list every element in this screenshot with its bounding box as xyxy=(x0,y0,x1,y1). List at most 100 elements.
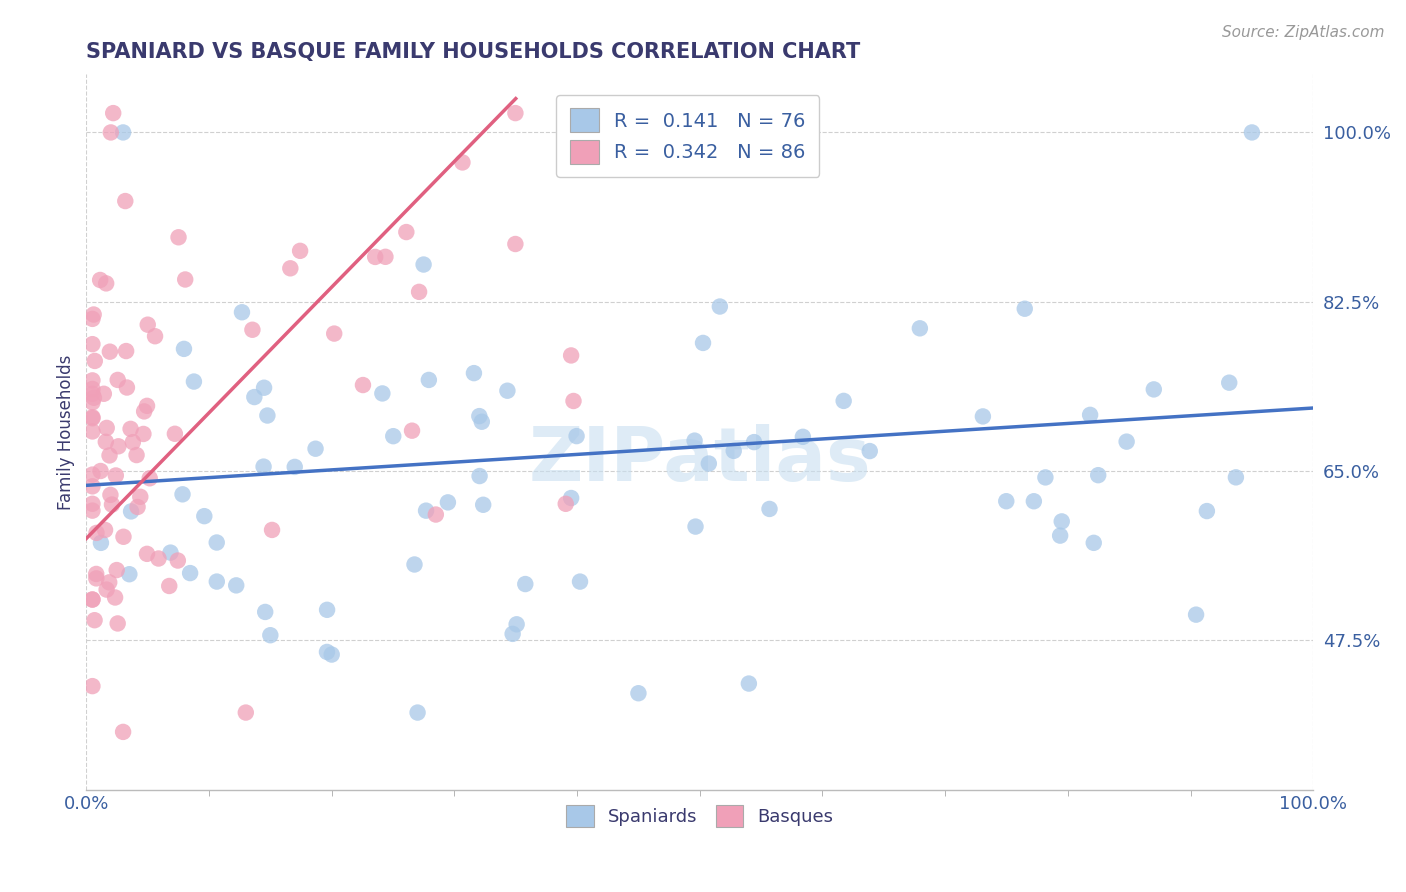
Point xyxy=(1049,528,1071,542)
Point xyxy=(138,471,160,485)
Point xyxy=(560,348,582,362)
Point xyxy=(82,386,104,401)
Point xyxy=(86,525,108,540)
Point xyxy=(134,404,156,418)
Point xyxy=(472,498,495,512)
Point xyxy=(683,434,706,448)
Point xyxy=(471,415,494,429)
Point xyxy=(159,546,181,560)
Point xyxy=(82,373,104,387)
Point xyxy=(148,551,170,566)
Point xyxy=(259,628,281,642)
Point xyxy=(167,230,190,244)
Point xyxy=(83,354,105,368)
Point xyxy=(316,645,339,659)
Point xyxy=(166,553,188,567)
Point xyxy=(1143,383,1166,397)
Point xyxy=(93,386,115,401)
Point xyxy=(89,273,111,287)
Point xyxy=(83,391,105,405)
Point xyxy=(82,479,104,493)
Point xyxy=(723,443,745,458)
Point xyxy=(115,344,138,359)
Point xyxy=(136,399,159,413)
Text: Source: ZipAtlas.com: Source: ZipAtlas.com xyxy=(1222,25,1385,40)
Point xyxy=(157,579,180,593)
Point xyxy=(103,106,125,120)
Point xyxy=(107,439,129,453)
Point xyxy=(143,329,166,343)
Point xyxy=(697,457,720,471)
Point xyxy=(112,530,135,544)
Point xyxy=(242,323,264,337)
Point xyxy=(463,366,485,380)
Point xyxy=(425,508,447,522)
Point xyxy=(1195,504,1218,518)
Point xyxy=(401,424,423,438)
Point xyxy=(82,337,104,351)
Text: SPANIARD VS BASQUE FAMILY HOUSEHOLDS CORRELATION CHART: SPANIARD VS BASQUE FAMILY HOUSEHOLDS COR… xyxy=(86,42,860,62)
Point xyxy=(96,582,118,597)
Point xyxy=(321,648,343,662)
Point xyxy=(406,706,429,720)
Point xyxy=(415,503,437,517)
Y-axis label: Family Households: Family Households xyxy=(58,354,75,510)
Point xyxy=(1185,607,1208,622)
Point xyxy=(364,250,387,264)
Point xyxy=(404,558,426,572)
Point xyxy=(100,488,122,502)
Point xyxy=(995,494,1018,508)
Point xyxy=(408,285,430,299)
Point xyxy=(235,706,257,720)
Point xyxy=(1050,515,1073,529)
Point xyxy=(83,308,105,322)
Point xyxy=(82,382,104,396)
Point xyxy=(82,503,104,517)
Point xyxy=(832,393,855,408)
Point xyxy=(569,574,592,589)
Point xyxy=(792,430,814,444)
Point xyxy=(859,444,882,458)
Point xyxy=(98,344,121,359)
Point xyxy=(105,563,128,577)
Point xyxy=(114,194,136,208)
Point xyxy=(692,335,714,350)
Point xyxy=(412,258,434,272)
Point xyxy=(972,409,994,424)
Point xyxy=(82,592,104,607)
Point xyxy=(120,504,142,518)
Point xyxy=(98,575,121,590)
Text: ZIPatlas: ZIPatlas xyxy=(529,425,872,498)
Point xyxy=(505,106,527,120)
Point xyxy=(90,536,112,550)
Point xyxy=(94,523,117,537)
Point xyxy=(1087,468,1109,483)
Point xyxy=(118,567,141,582)
Point xyxy=(163,426,186,441)
Point xyxy=(252,459,274,474)
Point xyxy=(1035,470,1057,484)
Point xyxy=(253,381,276,395)
Point xyxy=(1022,494,1045,508)
Point xyxy=(98,449,121,463)
Point xyxy=(1083,536,1105,550)
Point xyxy=(288,244,311,258)
Point xyxy=(82,425,104,439)
Point xyxy=(100,125,122,139)
Point xyxy=(82,592,104,607)
Point xyxy=(738,676,761,690)
Point xyxy=(505,237,527,252)
Point xyxy=(562,394,585,409)
Point xyxy=(395,225,418,239)
Point xyxy=(323,326,346,341)
Point xyxy=(104,591,127,605)
Point xyxy=(382,429,405,443)
Point xyxy=(254,605,277,619)
Point xyxy=(468,409,491,423)
Point xyxy=(83,613,105,627)
Point xyxy=(112,725,135,739)
Point xyxy=(205,535,228,549)
Point xyxy=(742,435,765,450)
Point xyxy=(84,571,107,585)
Point xyxy=(1240,125,1263,139)
